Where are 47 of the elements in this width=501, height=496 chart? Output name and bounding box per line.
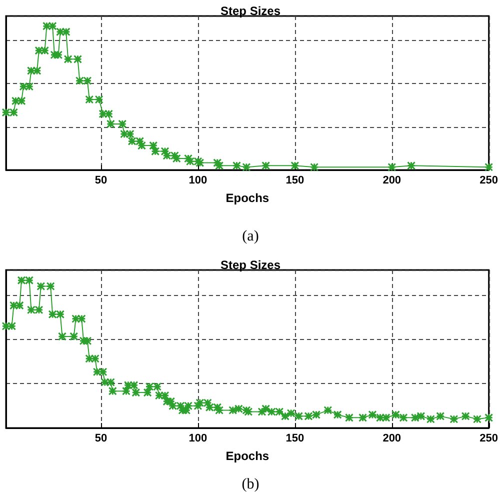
point (17, 96, 26, 106)
point (407, 161, 416, 170)
point (34, 46, 44, 55)
x-tick-label: 250 (480, 432, 498, 444)
x-tick-label: 50 (94, 174, 108, 186)
point (310, 162, 319, 172)
point (106, 120, 115, 128)
point (120, 130, 129, 138)
point (25, 82, 34, 91)
x-tick-label: 150 (286, 432, 304, 444)
point (388, 162, 396, 172)
x-tick-label: 200 (382, 174, 402, 186)
x-tick-label: 50 (94, 432, 108, 444)
point (104, 110, 114, 118)
point (126, 130, 134, 138)
x-tick-label: 100 (188, 432, 208, 444)
point (32, 66, 42, 75)
point (62, 28, 70, 36)
text: (a) (242, 228, 259, 244)
x-tick-label: 200 (382, 432, 402, 444)
point (213, 158, 222, 168)
text: (b) (242, 476, 260, 492)
point (149, 141, 158, 150)
x-axis-title: Epochs (226, 191, 270, 205)
point (10, 108, 18, 117)
x-tick-label: 100 (188, 174, 208, 186)
point (151, 147, 160, 156)
point (73, 54, 82, 64)
point (11, 96, 20, 106)
x-tick-label: 150 (286, 174, 304, 186)
point (19, 82, 28, 91)
x-tick-label: 250 (480, 174, 498, 186)
point (215, 161, 224, 170)
x-axis-title: Epochs (226, 449, 270, 463)
point (262, 161, 270, 170)
point (83, 76, 92, 86)
point (42, 22, 51, 30)
point (94, 95, 104, 104)
chart-title: Step Sizes (220, 4, 281, 18)
point (85, 95, 94, 104)
chart-title: Step Sizes (220, 258, 281, 272)
point (26, 66, 36, 75)
point (290, 161, 300, 170)
point (75, 76, 84, 86)
point (98, 110, 108, 118)
point (118, 120, 127, 128)
point (136, 136, 144, 146)
